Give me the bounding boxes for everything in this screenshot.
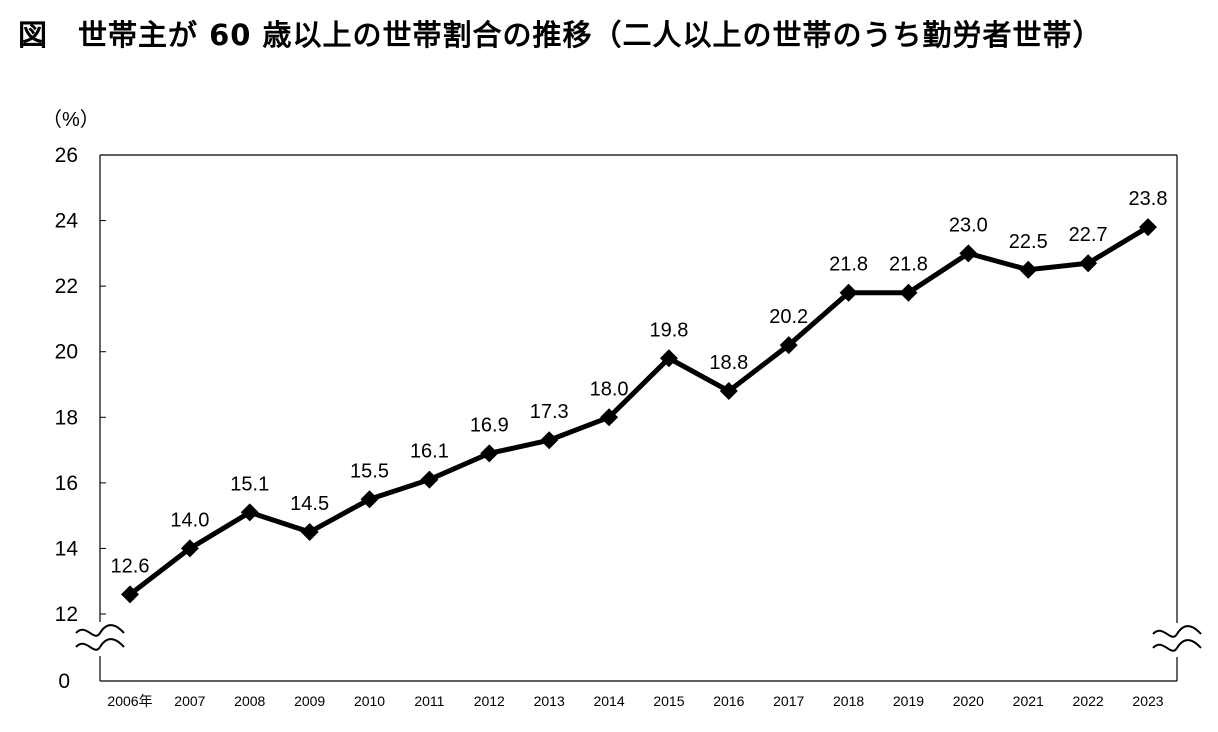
x-axis-tick-label: 2012: [474, 693, 505, 709]
data-point-marker: [300, 523, 319, 542]
series-line: [128, 224, 1150, 597]
x-axis-tick-label: 2020: [953, 693, 984, 709]
y-axis-tick-label: 12: [55, 603, 78, 626]
axis-break-mask: [76, 622, 124, 656]
data-label: 15.5: [350, 460, 389, 482]
data-point-marker: [839, 283, 858, 302]
data-label: 12.6: [111, 555, 150, 577]
y-axis-origin-label: 0: [58, 670, 70, 693]
data-point-marker: [420, 470, 439, 489]
right-axis-break: [1152, 623, 1202, 657]
data-label: 14.0: [170, 509, 209, 531]
x-axis-tick-label: 2017: [773, 693, 804, 709]
data-label: 17.3: [530, 401, 569, 423]
y-axis-unit-label: （%）: [42, 108, 100, 131]
y-axis-tick-label: 16: [55, 472, 78, 495]
x-axis-tick-label: 2010: [354, 693, 385, 709]
data-label: 22.7: [1069, 224, 1108, 246]
x-axis-tick-label: 2014: [593, 693, 624, 709]
axis-break-mask: [1153, 623, 1201, 657]
x-axis-tick-label: 2019: [893, 693, 924, 709]
axis-break-wave-lower: [1152, 639, 1202, 652]
x-axis-tick-label: 2008: [234, 693, 265, 709]
data-point-marker: [659, 349, 678, 368]
data-point-marker: [240, 503, 259, 522]
x-axis-tick-label: 2022: [1073, 693, 1104, 709]
chart-title: 図 世帯主が 60 歳以上の世帯割合の推移（二人以上の世帯のうち勤労者世帯）: [18, 18, 1103, 52]
data-point-marker: [600, 408, 619, 427]
data-label: 23.0: [949, 214, 988, 236]
x-axis-tick-label: 2006年: [107, 693, 152, 709]
data-point-marker: [959, 244, 978, 263]
data-point-marker: [480, 444, 499, 463]
data-label: 21.8: [829, 254, 868, 276]
data-point-marker: [540, 431, 559, 450]
x-axis-tick-label: 2016: [713, 693, 744, 709]
y-axis-tick-label: 22: [55, 275, 78, 298]
x-axis-tick-label: 2018: [833, 693, 864, 709]
x-axis-tick-label: 2021: [1013, 693, 1044, 709]
data-label: 14.5: [290, 493, 329, 515]
x-axis-tick-label: 2023: [1132, 693, 1163, 709]
y-axis-tick-label: 18: [55, 406, 78, 429]
y-axis-tick-label: 26: [55, 144, 78, 167]
x-axis-tick-label: 2013: [534, 693, 565, 709]
data-label: 23.8: [1129, 188, 1168, 210]
y-axis-tick-label: 24: [55, 210, 79, 233]
y-axis-tick-label: 14: [55, 537, 79, 560]
left-axis-break: [75, 622, 125, 656]
data-label: 20.2: [769, 306, 808, 328]
x-axis-tick-label: 2007: [174, 693, 205, 709]
data-label: 22.5: [1009, 231, 1048, 253]
data-point-marker: [360, 490, 379, 509]
data-label: 16.9: [470, 414, 509, 436]
data-point-marker: [121, 585, 139, 604]
axis-break-wave-upper: [75, 624, 125, 637]
data-label: 18.0: [590, 378, 629, 400]
data-label: 16.1: [410, 441, 449, 463]
data-point-marker: [1139, 218, 1157, 237]
data-label: 19.8: [649, 319, 688, 341]
data-point-marker: [719, 382, 738, 401]
axis-break-wave-lower: [75, 638, 125, 651]
data-point-marker: [779, 336, 798, 355]
x-axis-tick-label: 2009: [294, 693, 325, 709]
data-label: 21.8: [889, 254, 928, 276]
x-axis-tick-label: 2011: [414, 693, 444, 709]
axis-break-wave-upper: [1152, 625, 1202, 638]
data-point-marker: [1019, 260, 1038, 279]
data-label: 18.8: [709, 352, 748, 374]
data-point-marker: [899, 283, 918, 302]
data-label: 15.1: [230, 473, 269, 495]
y-axis-tick-label: 20: [55, 341, 78, 364]
x-axis-tick-label: 2015: [653, 693, 684, 709]
data-point-marker: [1079, 254, 1098, 273]
data-point-marker: [180, 539, 199, 558]
